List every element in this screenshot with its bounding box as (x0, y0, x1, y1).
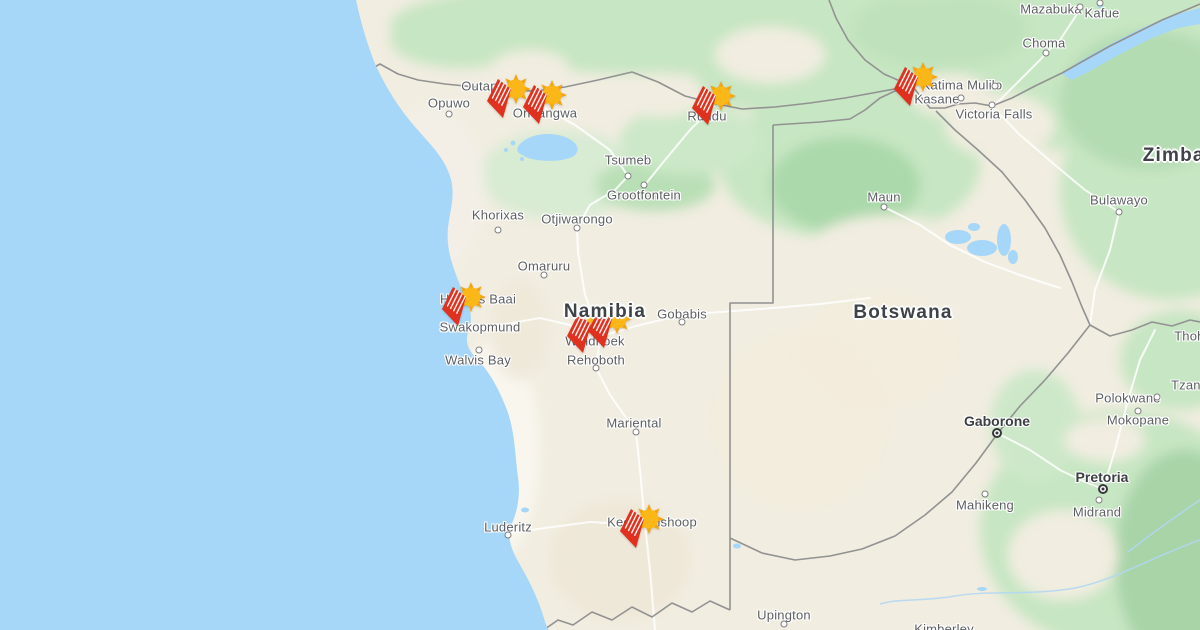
city-dot[interactable] (640, 181, 648, 189)
city-label-upington[interactable]: Upington (757, 607, 811, 623)
country-borders (355, 0, 1200, 630)
city-label-mokopane[interactable]: Mokopane (1106, 412, 1170, 428)
city-label-walvis-bay[interactable]: Walvis Bay (445, 352, 511, 368)
sun-red-flag-marker-katima-mulilo-kasane[interactable] (892, 61, 940, 109)
city-label-luderitz[interactable]: Luderitz (484, 519, 532, 535)
city-dot[interactable] (1042, 49, 1050, 57)
city-label-swakopmund[interactable]: Swakopmund (439, 319, 521, 335)
city-label-bulawayo[interactable]: Bulawayo (1090, 192, 1148, 208)
city-dot[interactable] (780, 620, 788, 628)
city-label-thohoyandou[interactable]: Thohoyandou (1174, 328, 1200, 344)
capital-dot[interactable] (1098, 484, 1108, 494)
city-label-tsumeb[interactable]: Tsumeb (604, 152, 652, 168)
sun-red-flag-marker-oshakati-ondangwa-east[interactable] (521, 79, 569, 127)
city-dot[interactable] (504, 531, 512, 539)
city-label-kimberley[interactable]: Kimberley (914, 621, 974, 630)
city-dot[interactable] (494, 226, 502, 234)
city-dot[interactable] (981, 490, 989, 498)
city-label-mazabuka[interactable]: Mazabuka (1020, 1, 1082, 17)
city-label-maun[interactable]: Maun (867, 189, 901, 205)
city-dot[interactable] (1096, 0, 1104, 7)
country-label-namibia: Namibia (563, 301, 647, 322)
country-label-zimbabwe: Zimbabwe (1142, 145, 1200, 166)
city-dot[interactable] (988, 101, 996, 109)
city-dot[interactable] (880, 203, 888, 211)
city-label-rehoboth[interactable]: Rehoboth (567, 352, 625, 368)
city-dot[interactable] (624, 172, 632, 180)
city-dot[interactable] (678, 318, 686, 326)
lakes (504, 2, 1200, 591)
city-label-midrand[interactable]: Midrand (1072, 504, 1122, 520)
city-label-khorixas[interactable]: Khorixas (471, 207, 525, 223)
city-label-mariental[interactable]: Mariental (606, 415, 662, 431)
city-label-polokwane[interactable]: Polokwane (1095, 390, 1161, 406)
city-label-kasane[interactable]: Kasane (914, 91, 960, 107)
city-label-kafue[interactable]: Kafue (1084, 5, 1120, 21)
sun-red-flag-marker-henties-baai[interactable] (440, 281, 488, 329)
city-label-mahikeng[interactable]: Mahikeng (956, 497, 1014, 513)
city-dot[interactable] (991, 82, 999, 90)
city-dot[interactable] (1153, 393, 1161, 401)
ocean (0, 0, 548, 630)
city-label-gobabis[interactable]: Gobabis (657, 306, 707, 322)
city-dot[interactable] (445, 110, 453, 118)
capital-dot[interactable] (992, 428, 1002, 438)
capital-label-gaborone[interactable]: Gaborone (963, 413, 1031, 429)
city-label-tzaneen[interactable]: Tzaneen (1171, 377, 1200, 393)
city-dot[interactable] (1115, 208, 1123, 216)
sun-red-flag-marker-rundu[interactable] (690, 80, 738, 128)
rivers (879, 499, 1200, 605)
roads (465, 7, 1156, 630)
country-label-botswana: Botswana (853, 302, 953, 323)
city-dot[interactable] (632, 428, 640, 436)
city-label-otjiwarongo[interactable]: Otjiwarongo (541, 211, 613, 227)
city-dot[interactable] (1095, 496, 1103, 504)
city-label-opuwo[interactable]: Opuwo (427, 95, 471, 111)
city-label-grootfontein[interactable]: Grootfontein (607, 187, 681, 203)
city-label-victoria-falls[interactable]: Victoria Falls (955, 106, 1033, 122)
city-dot[interactable] (1076, 3, 1084, 11)
city-dot[interactable] (592, 364, 600, 372)
city-label-omaruru[interactable]: Omaruru (517, 258, 571, 274)
capital-label-pretoria[interactable]: Pretoria (1075, 469, 1129, 485)
city-label-outapi[interactable]: Outapi (461, 78, 501, 94)
city-dot[interactable] (573, 224, 581, 232)
city-label-choma[interactable]: Choma (1022, 35, 1066, 51)
city-label-katima-mulilo[interactable]: Katima Mulilo (921, 77, 1003, 93)
city-dot[interactable] (1134, 407, 1142, 415)
city-dot[interactable] (475, 346, 483, 354)
sun-red-flag-marker-keetmanshoop[interactable] (618, 503, 666, 551)
city-dot[interactable] (540, 271, 548, 279)
city-dot[interactable] (957, 94, 965, 102)
